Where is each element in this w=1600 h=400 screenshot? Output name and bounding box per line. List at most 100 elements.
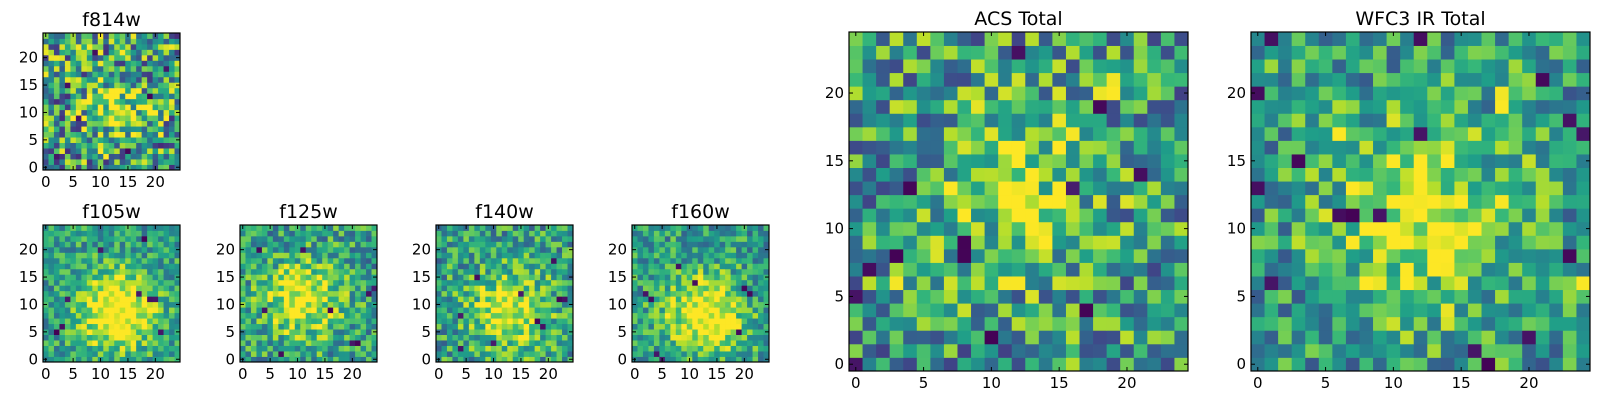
heatmap-cell bbox=[752, 356, 759, 363]
heatmap-cell bbox=[278, 307, 285, 314]
heatmap-cell bbox=[108, 235, 115, 242]
heatmap-cell bbox=[1400, 303, 1415, 318]
heatmap-cell bbox=[725, 356, 732, 363]
heatmap-cell bbox=[240, 230, 246, 237]
heatmap-cell bbox=[747, 246, 753, 253]
heatmap-cell bbox=[75, 71, 82, 78]
heatmap-cell bbox=[490, 345, 497, 352]
heatmap-cell bbox=[81, 148, 88, 154]
heatmap-cell bbox=[1106, 45, 1121, 60]
heatmap-cell bbox=[1011, 194, 1026, 209]
heatmap-cell bbox=[998, 262, 1013, 277]
heatmap-cell bbox=[355, 329, 361, 335]
heatmap-cells-f814w bbox=[43, 33, 181, 171]
heatmap-cell bbox=[725, 318, 732, 325]
heatmap-cell bbox=[540, 246, 546, 253]
heatmap-cell bbox=[81, 356, 88, 363]
x-tick-label: 15 bbox=[118, 173, 137, 191]
heatmap-cell bbox=[998, 289, 1013, 304]
heatmap-cell bbox=[316, 340, 323, 346]
heatmap-cell bbox=[457, 230, 464, 237]
heatmap-cell bbox=[1318, 32, 1333, 46]
heatmap-cell bbox=[1400, 45, 1415, 60]
heatmap-cell bbox=[349, 296, 356, 303]
heatmap-cell bbox=[1522, 86, 1537, 101]
heatmap-cell bbox=[637, 296, 644, 303]
heatmap-cell bbox=[632, 230, 638, 237]
heatmap-cell bbox=[479, 323, 486, 330]
heatmap-cell bbox=[637, 301, 644, 308]
heatmap-cell bbox=[1400, 330, 1415, 345]
heatmap-cell bbox=[1467, 357, 1482, 372]
heatmap-cell bbox=[730, 340, 737, 346]
heatmap-cell bbox=[283, 329, 290, 335]
heatmap-cell bbox=[316, 334, 323, 341]
heatmap-cell bbox=[849, 221, 863, 236]
heatmap-cell bbox=[637, 257, 644, 264]
heatmap-cell bbox=[1251, 32, 1265, 46]
heatmap-cell bbox=[1065, 194, 1080, 209]
heatmap-cell bbox=[670, 268, 677, 275]
heatmap-cell bbox=[1413, 194, 1428, 209]
heatmap-cell bbox=[338, 279, 345, 286]
heatmap-cell bbox=[305, 345, 312, 352]
heatmap-cell bbox=[125, 109, 132, 116]
heatmap-cell bbox=[984, 72, 999, 87]
heatmap-cell bbox=[457, 323, 464, 330]
y-tick-label: 0 bbox=[421, 350, 431, 368]
heatmap-cell bbox=[1440, 154, 1455, 168]
heatmap-cell bbox=[452, 225, 459, 231]
heatmap-cell bbox=[125, 137, 132, 143]
heatmap-cell bbox=[130, 115, 137, 122]
heatmap-cell bbox=[686, 329, 693, 335]
heatmap-cell bbox=[103, 65, 110, 72]
heatmap-cell bbox=[714, 230, 721, 237]
heatmap-cell bbox=[686, 285, 693, 292]
heatmap-cell bbox=[703, 323, 710, 330]
heatmap-cell bbox=[529, 230, 536, 237]
heatmap-cell bbox=[163, 307, 170, 314]
heatmap-cell bbox=[512, 225, 519, 231]
heatmap-cell bbox=[889, 303, 904, 318]
heatmap-cell bbox=[664, 318, 671, 325]
heatmap-cell bbox=[1576, 72, 1591, 87]
heatmap-cell bbox=[1079, 167, 1094, 182]
heatmap-cell bbox=[747, 257, 753, 264]
heatmap-cell bbox=[692, 356, 699, 363]
heatmap-cell bbox=[957, 72, 972, 87]
heatmap-cell bbox=[1160, 45, 1175, 60]
heatmap-cell bbox=[714, 307, 721, 314]
heatmap-cell bbox=[163, 54, 170, 61]
heatmap-cell bbox=[545, 312, 552, 319]
heatmap-cell bbox=[43, 104, 49, 111]
heatmap-cell bbox=[436, 279, 442, 286]
heatmap-cell bbox=[1052, 167, 1067, 182]
heatmap-cell bbox=[250, 301, 257, 308]
heatmap-cell bbox=[452, 235, 459, 242]
heatmap-cell bbox=[86, 252, 93, 259]
heatmap-cell bbox=[1291, 99, 1306, 114]
heatmap-cell bbox=[675, 246, 682, 253]
heatmap-cell bbox=[943, 262, 958, 277]
heatmap-cell bbox=[70, 312, 77, 319]
heatmap-cell bbox=[752, 268, 759, 275]
heatmap-cell bbox=[632, 318, 638, 325]
heatmap-cell bbox=[53, 87, 60, 94]
heatmap-cell bbox=[305, 329, 312, 335]
heatmap-cell bbox=[59, 148, 66, 154]
heatmap-cell bbox=[1427, 289, 1442, 304]
heatmap-cell bbox=[725, 334, 732, 341]
heatmap-cell bbox=[294, 345, 301, 352]
heatmap-cell bbox=[1120, 140, 1135, 155]
heatmap-cell bbox=[1549, 194, 1564, 209]
heatmap-cell bbox=[441, 356, 448, 363]
heatmap-cell bbox=[103, 345, 110, 352]
heatmap-cell bbox=[1495, 262, 1510, 277]
heatmap-cell bbox=[256, 279, 263, 286]
heatmap-cell bbox=[562, 345, 568, 352]
heatmap-cell bbox=[1454, 99, 1469, 114]
heatmap-cell bbox=[1093, 343, 1108, 358]
heatmap-cell bbox=[338, 307, 345, 314]
y-tick-label: 5 bbox=[28, 131, 38, 149]
heatmap-cell bbox=[436, 263, 442, 270]
